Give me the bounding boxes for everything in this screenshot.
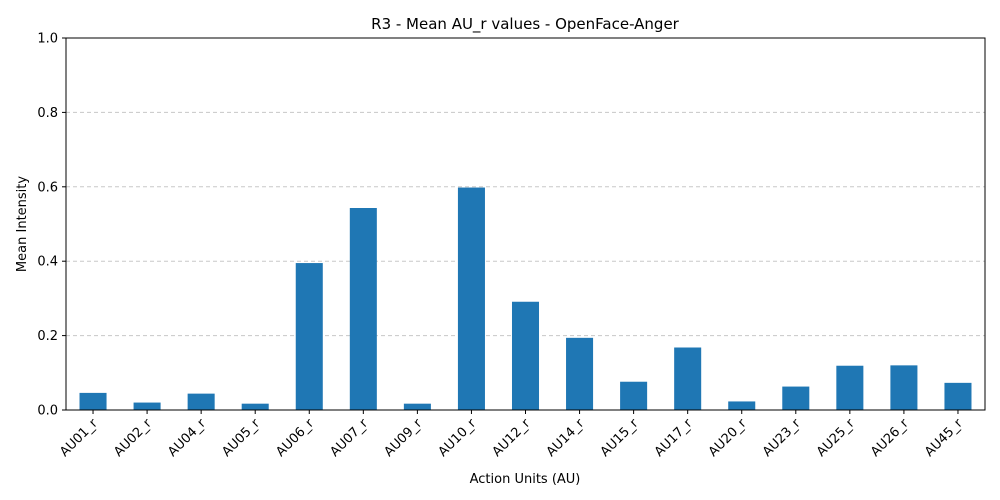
- bar-au45-r: [944, 382, 972, 410]
- x-tick-label: AU09_r: [382, 416, 426, 460]
- x-tick-label: AU10_r: [436, 416, 480, 460]
- bar-au01-r: [79, 392, 107, 410]
- y-tick-label: 0.6: [37, 180, 58, 195]
- x-axis-label: Action Units (AU): [470, 472, 581, 487]
- bar-au07-r: [349, 208, 377, 410]
- bar-au17-r: [674, 347, 702, 410]
- y-tick-label: 0.4: [37, 255, 58, 270]
- x-axis: AU01_r AU02_r AU04_r AU05_r AU06_r AU07_r AU09…: [57, 410, 966, 460]
- bar-au20-r: [728, 401, 756, 410]
- x-tick-label: AU25_r: [814, 416, 858, 460]
- bar-au23-r: [782, 386, 810, 410]
- bar-au06-r: [295, 263, 323, 410]
- bar-au05-r: [241, 403, 269, 410]
- bar-au04-r: [187, 393, 215, 410]
- bar-au09-r: [403, 403, 431, 410]
- bar-au10-r: [457, 187, 485, 410]
- x-tick-label: AU04_r: [165, 416, 209, 460]
- y-tick-label: 0.0: [37, 404, 58, 419]
- y-axis: 0.0 0.2 0.4 0.6 0.8 1.0: [37, 32, 66, 419]
- plot-frame: [65, 37, 986, 411]
- x-tick-label: AU06_r: [273, 416, 317, 460]
- bars: [79, 187, 972, 410]
- x-tick-label: AU20_r: [706, 416, 750, 460]
- x-tick-label: AU07_r: [327, 416, 371, 460]
- x-tick-label: AU01_r: [57, 416, 101, 460]
- x-tick-label: AU02_r: [111, 416, 155, 460]
- x-tick-label: AU05_r: [219, 416, 263, 460]
- grid-lines: [66, 111, 985, 337]
- bar-au12-r: [511, 301, 540, 410]
- x-tick-label: AU45_r: [922, 416, 966, 460]
- bar-au14-r: [566, 337, 594, 410]
- x-tick-label: AU17_r: [652, 416, 696, 460]
- y-axis-label: Mean Intensity: [15, 176, 30, 272]
- x-tick-label: AU23_r: [760, 416, 804, 460]
- x-tick-label: AU26_r: [868, 416, 912, 460]
- bar-au02-r: [133, 402, 161, 410]
- x-tick-label: AU14_r: [544, 416, 588, 460]
- bar-au15-r: [620, 381, 648, 410]
- y-tick-label: 1.0: [37, 32, 58, 47]
- bar-au26-r: [890, 365, 918, 410]
- y-tick-label: 0.8: [37, 106, 58, 121]
- x-tick-label: AU15_r: [598, 416, 642, 460]
- y-tick-label: 0.2: [37, 329, 58, 344]
- chart-title: R3 - Mean AU_r values - OpenFace-Anger: [371, 15, 680, 34]
- x-tick-label: AU12_r: [490, 416, 534, 460]
- bar-au25-r: [836, 365, 864, 410]
